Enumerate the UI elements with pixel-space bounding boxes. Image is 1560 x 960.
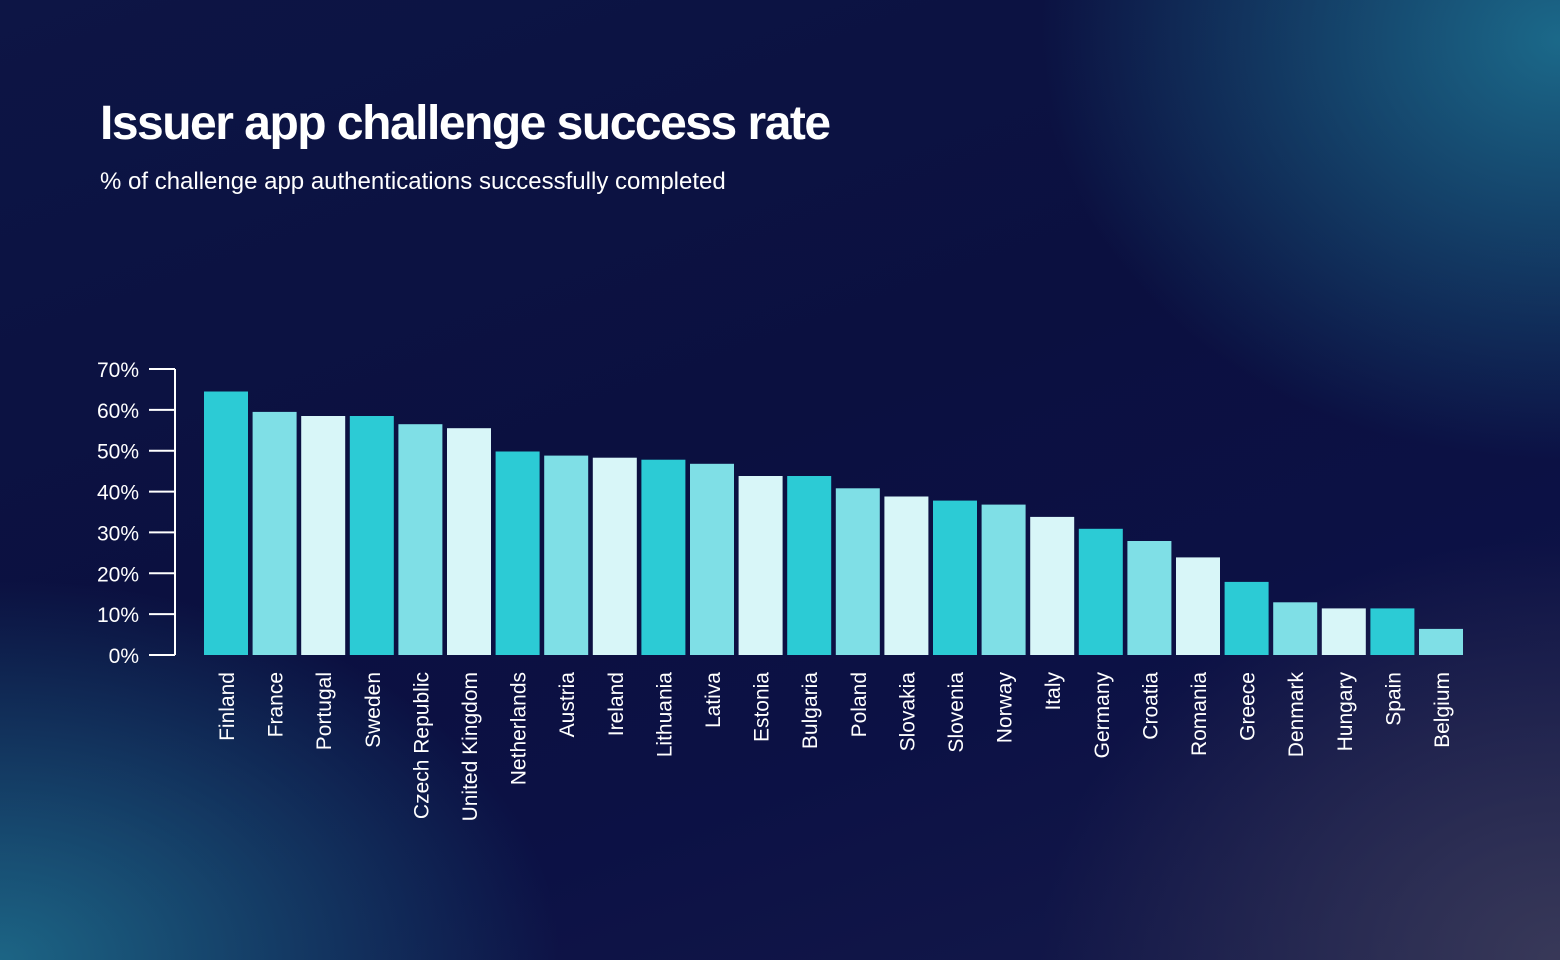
bar [981,504,1026,655]
bar [447,428,491,655]
x-tick-label: Romania [1188,672,1211,756]
x-tick-label: Slovakia [896,672,919,752]
y-tick-label: 40% [97,482,139,505]
y-tick-label: 10% [97,604,139,627]
bar [787,476,832,655]
x-tick-label: Bulgaria [799,672,822,749]
bar [1370,608,1415,655]
x-tick-label: Poland [848,672,871,737]
bar [204,391,248,655]
bar [349,416,394,655]
y-tick-label: 50% [97,441,139,464]
y-tick-label: 70% [97,359,139,382]
x-tick-label: Italy [1042,672,1065,711]
bar [1127,541,1172,655]
x-tick-label: Lativa [702,672,725,728]
x-tick-label: United Kingdom [459,672,482,821]
x-tick-label: Croatia [1139,672,1162,740]
x-tick-label: Austria [556,672,579,738]
bar [738,476,783,655]
y-tick-label: 60% [97,400,139,423]
x-tick-label: Sweden [362,672,385,748]
y-tick-label: 30% [97,522,139,545]
bar [835,488,880,655]
x-tick-label: Denmark [1285,672,1308,758]
x-axis-labels: Finland France Portugal Sweden Czech Republi… [216,672,1454,822]
x-tick-label: Czech Republic [410,672,433,819]
y-tick-label: 0% [109,645,139,668]
x-tick-label: Ireland [605,672,628,736]
bar [1273,602,1318,655]
bar [544,455,589,655]
x-tick-label: Slovenia [945,672,968,753]
bar [592,457,637,655]
bar [690,463,734,655]
x-tick-label: Germany [1091,672,1114,759]
bar [398,424,443,655]
x-tick-label: Greece [1237,672,1260,741]
bar [933,500,977,655]
x-tick-label: Spain [1382,672,1405,726]
page-title: Issuer app challenge success rate [100,97,831,150]
x-tick-label: Netherlands [508,672,531,785]
bar [252,411,297,655]
x-tick-label: France [265,672,288,737]
x-tick-label: Norway [994,672,1017,744]
x-tick-label: Portugal [313,672,336,750]
bar [1030,516,1075,655]
x-tick-label: Hungary [1334,672,1357,752]
x-tick-label: Lithuania [653,672,676,758]
bar [1224,581,1269,655]
x-tick-label: Finland [216,672,239,741]
bars [204,391,1463,655]
x-tick-label: Estonia [751,672,774,742]
bar [1419,628,1463,655]
bar [641,459,686,655]
bar [884,496,929,655]
y-axis: 0% 10% 20% 30% 40% 50% 60% 70% [97,359,176,668]
bar [301,416,346,655]
bar [1176,557,1220,655]
bar [1321,608,1366,655]
page-subtitle: % of challenge app authentications succe… [100,168,726,195]
bar [1078,528,1123,655]
x-tick-label: Belgium [1431,672,1454,748]
y-tick-label: 20% [97,563,139,586]
bar [495,451,540,655]
